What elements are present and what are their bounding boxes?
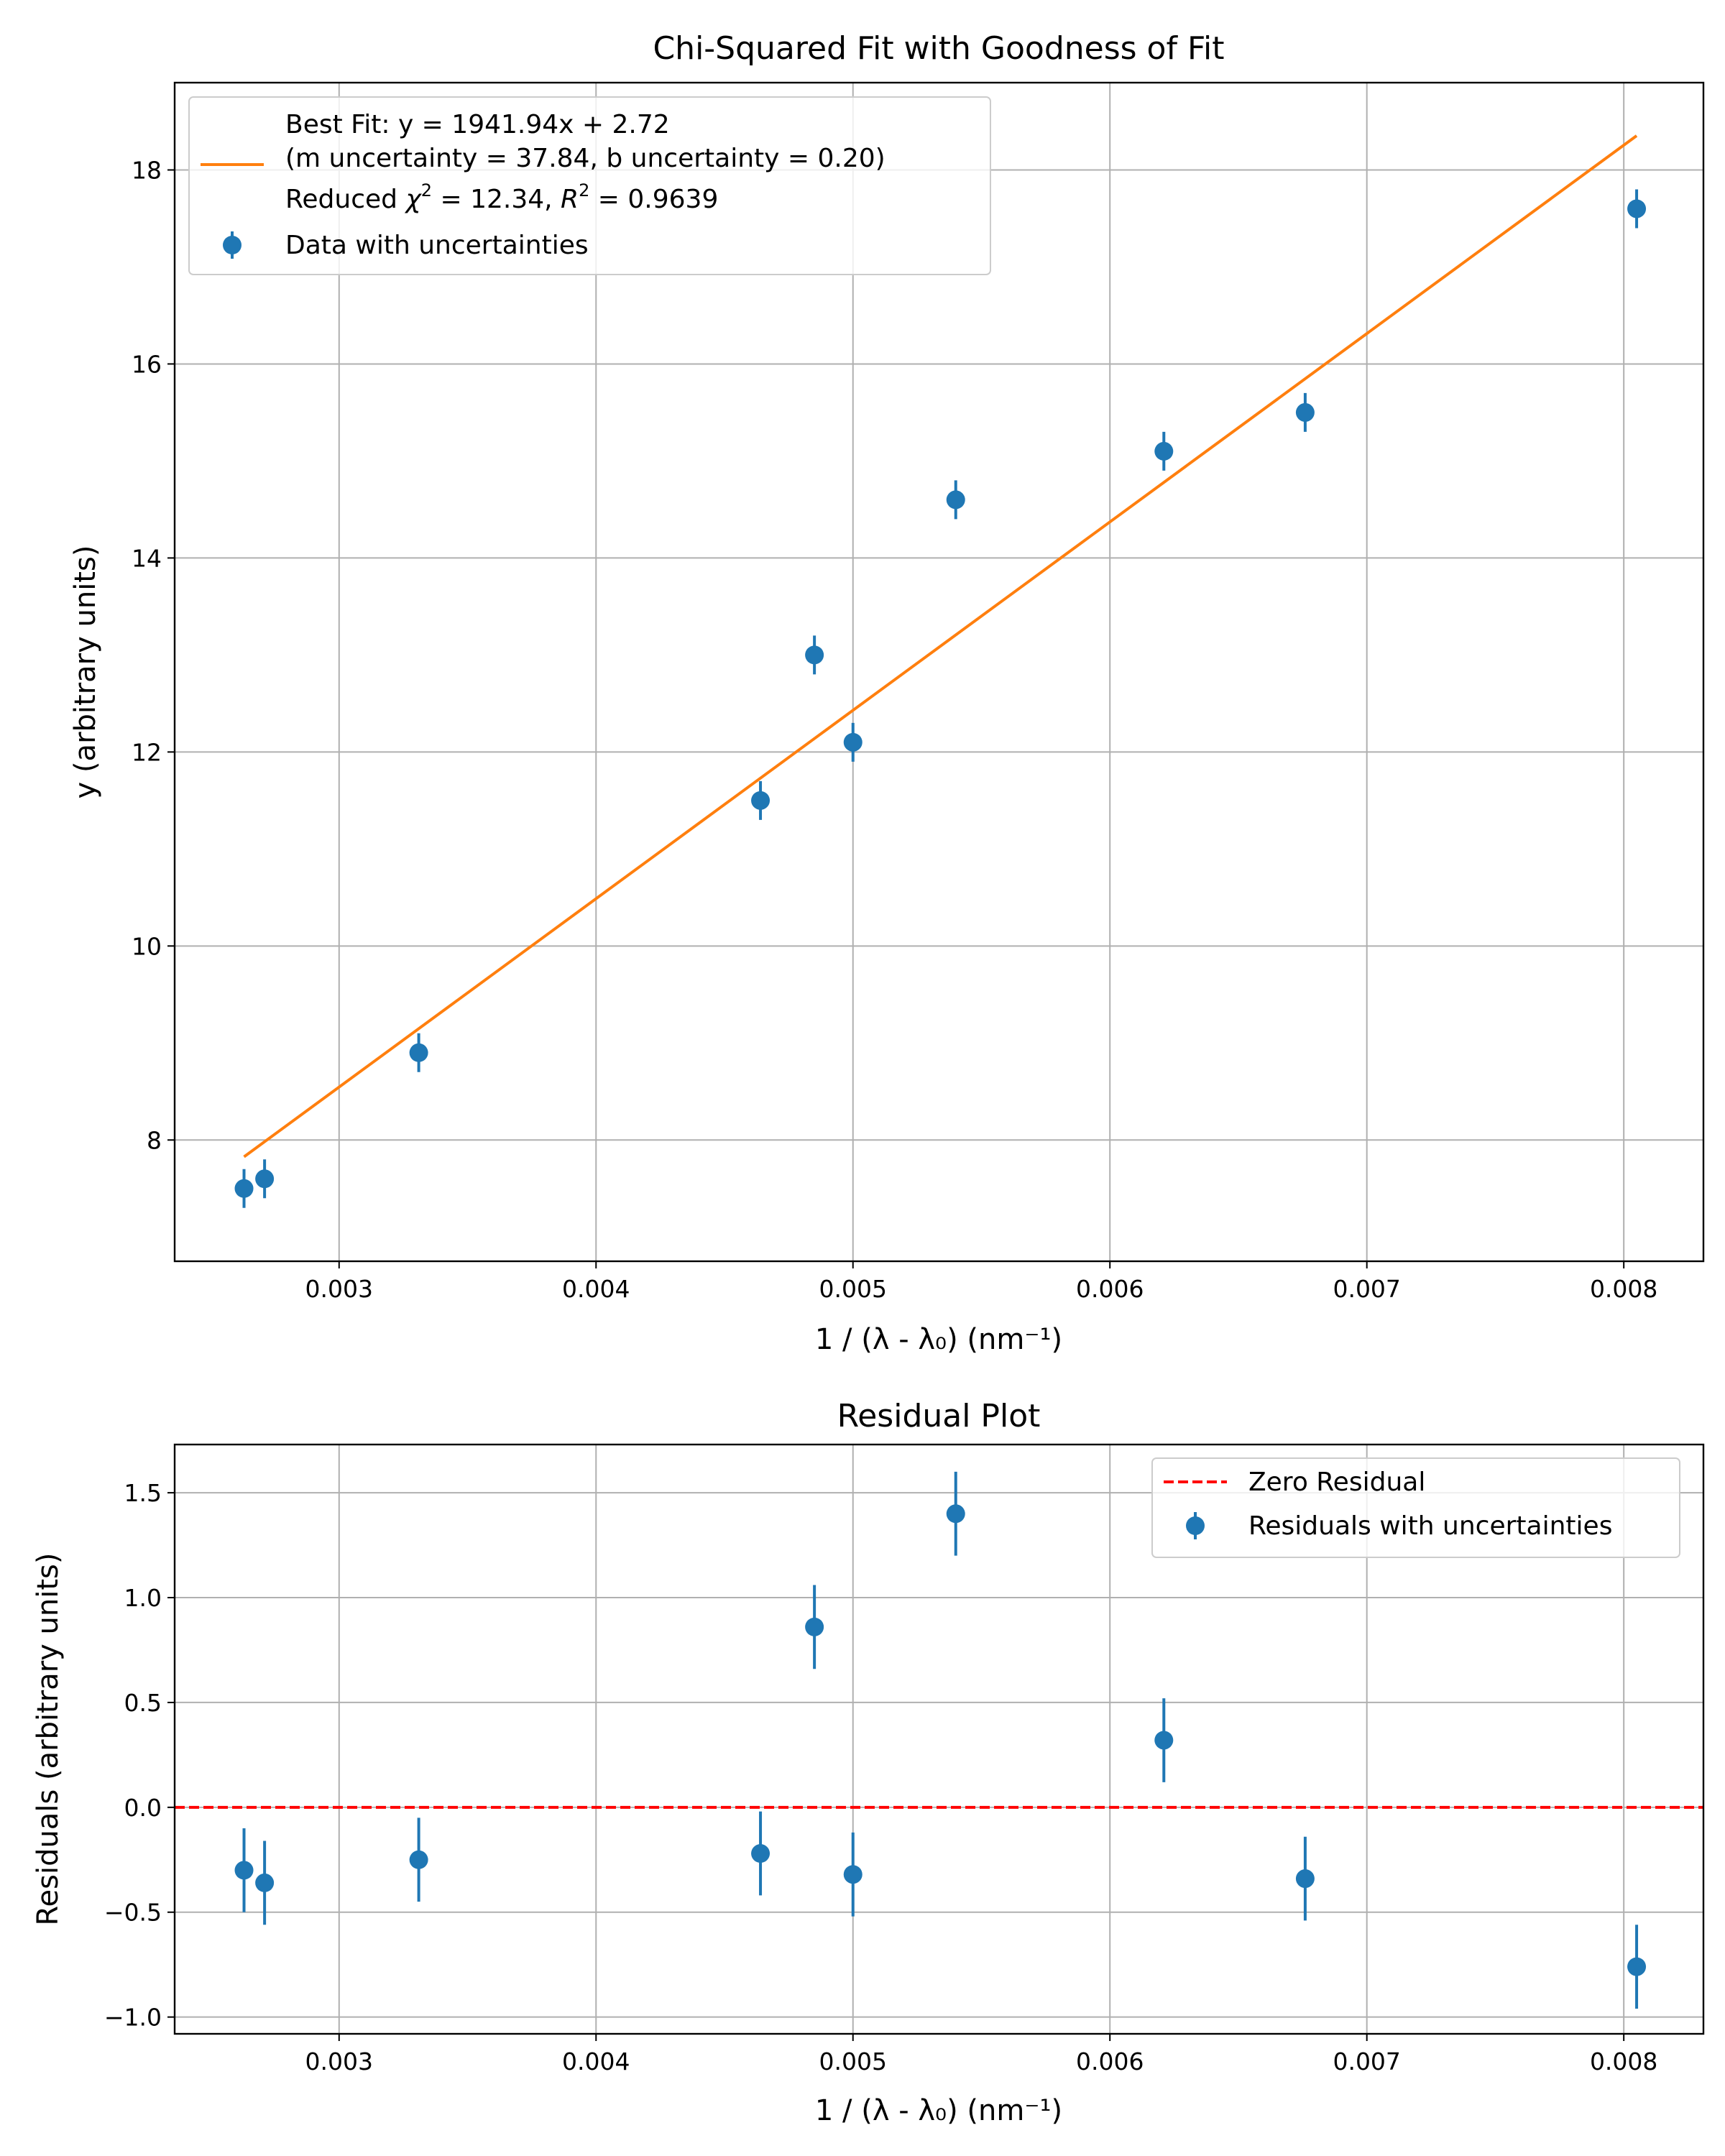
fit-chart-legend-box (188, 96, 991, 275)
residual-chart: Residual Plot 0.003 0.004 0.005 0.006 0.007 0… (32, 1398, 1705, 2127)
residual-chart-y-tick-label: −0.5 (104, 1899, 162, 1927)
fit-chart-data-point (1295, 402, 1315, 422)
fit-chart-legend-fit-line3: Reduced χ2 = 12.34, R2 = 0.9639 (285, 180, 718, 214)
fit-chart-y-tick-label: 14 (132, 544, 162, 572)
residual-chart-legend-data-marker (1186, 1516, 1205, 1535)
residual-chart-y-tick-label: 1.5 (124, 1479, 162, 1507)
residual-chart-y-tick-label: 0.0 (124, 1794, 162, 1822)
fit-chart-legend-fit-line1: Best Fit: y = 1941.94x + 2.72 (285, 110, 670, 139)
residual-chart-y-tick-label: −1.0 (104, 2004, 162, 2032)
residual-chart-data-point (255, 1873, 275, 1892)
fit-chart-x-axis-label: 1 / (λ - λ₀) (nm⁻¹) (815, 1323, 1062, 1356)
fit-chart-x-tick-label: 0.006 (1076, 1275, 1144, 1303)
residual-chart-x-tick-label: 0.006 (1076, 2047, 1144, 2076)
residual-chart-x-tick-label: 0.005 (819, 2047, 887, 2076)
residual-chart-data-point (751, 1844, 770, 1864)
residual-chart-ticks: 0.003 0.004 0.005 0.006 0.007 0.008 −1.0 −0.5 0.… (104, 1479, 1658, 2076)
fit-chart-data-point (234, 1179, 254, 1198)
residual-chart-data-point (1295, 1869, 1315, 1889)
residual-chart-legend-zero-label: Zero Residual (1248, 1468, 1425, 1497)
fit-chart-y-tick-label: 18 (132, 156, 162, 184)
residual-chart-y-tick-label: 1.0 (124, 1584, 162, 1612)
best-fit-line (243, 134, 1638, 1158)
fit-chart-x-tick-label: 0.003 (305, 1275, 373, 1303)
residual-chart-legend-data-label: Residuals with uncertainties (1248, 1511, 1612, 1541)
fit-chart-y-tick-label: 8 (147, 1126, 162, 1154)
residual-chart-points (234, 1471, 1647, 2009)
residual-chart-title: Residual Plot (837, 1398, 1041, 1434)
fit-chart-points (234, 189, 1647, 1208)
residual-chart-x-tick-label: 0.007 (1333, 2047, 1400, 2076)
fit-chart-x-tick-label: 0.004 (562, 1275, 630, 1303)
fit-chart-legend-fit-line2: (m uncertainty = 37.84, b uncertainty = … (285, 144, 886, 173)
residual-chart-plot-frame (173, 1443, 1705, 2035)
fit-chart-data-point (1627, 199, 1647, 218)
fit-chart-fit-layer (243, 134, 1638, 1158)
fit-chart-legend: Best Fit: y = 1941.94x + 2.72 (m uncerta… (188, 96, 991, 275)
residual-chart-y-tick-label: 0.5 (124, 1689, 162, 1717)
residual-chart-x-tick-label: 0.003 (305, 2047, 373, 2076)
fit-chart-x-tick-label: 0.005 (819, 1275, 887, 1303)
fit-chart-data-point (1154, 441, 1174, 461)
fit-chart-data-point (805, 645, 824, 665)
fit-chart-data-point (409, 1043, 428, 1062)
residual-chart-data-point (1154, 1731, 1174, 1750)
fit-chart-data-point (751, 791, 770, 810)
fit-chart-title: Chi-Squared Fit with Goodness of Fit (653, 30, 1224, 67)
fit-chart-y-tick-label: 16 (132, 350, 162, 378)
fit-chart-grid (175, 83, 1703, 1261)
residual-chart-x-tick-label: 0.008 (1590, 2047, 1657, 2076)
fit-chart-y-axis-label: y (arbitrary units) (69, 545, 102, 799)
residual-chart-data-point (946, 1504, 965, 1524)
fit-chart-data-point (843, 732, 862, 752)
fit-chart-legend-data-label: Data with uncertainties (285, 231, 589, 260)
fit-chart-x-tick-label: 0.007 (1333, 1275, 1400, 1303)
fit-chart-x-tick-label: 0.008 (1590, 1275, 1657, 1303)
fit-chart: Chi-Squared Fit with Goodness of Fit 0.0… (69, 30, 1705, 1356)
fit-chart-ticks: 0.003 0.004 0.005 0.006 0.007 0.008 8 10 12 14 16 1… (132, 156, 1657, 1303)
fit-chart-plot-frame (173, 81, 1705, 1263)
fit-chart-legend-data-marker (223, 236, 242, 254)
fit-chart-data-point (255, 1169, 275, 1189)
fit-chart-y-tick-label: 12 (132, 738, 162, 766)
fit-chart-y-tick-label: 10 (132, 932, 162, 960)
fit-chart-data-point (946, 490, 965, 510)
residual-chart-x-tick-label: 0.004 (562, 2047, 630, 2076)
residual-chart-data-point (234, 1861, 254, 1880)
residual-chart-data-point (409, 1850, 428, 1869)
residual-chart-x-axis-label: 1 / (λ - λ₀) (nm⁻¹) (815, 2094, 1062, 2127)
residual-chart-legend-box (1151, 1457, 1680, 1558)
residual-chart-data-point (805, 1617, 824, 1636)
residual-chart-legend: Zero Residual Residuals with uncertainti… (1151, 1457, 1680, 1558)
residual-chart-data-point (843, 1865, 862, 1884)
residual-chart-y-axis-label: Residuals (arbitrary units) (32, 1553, 65, 1926)
residual-chart-data-point (1627, 1957, 1647, 1976)
